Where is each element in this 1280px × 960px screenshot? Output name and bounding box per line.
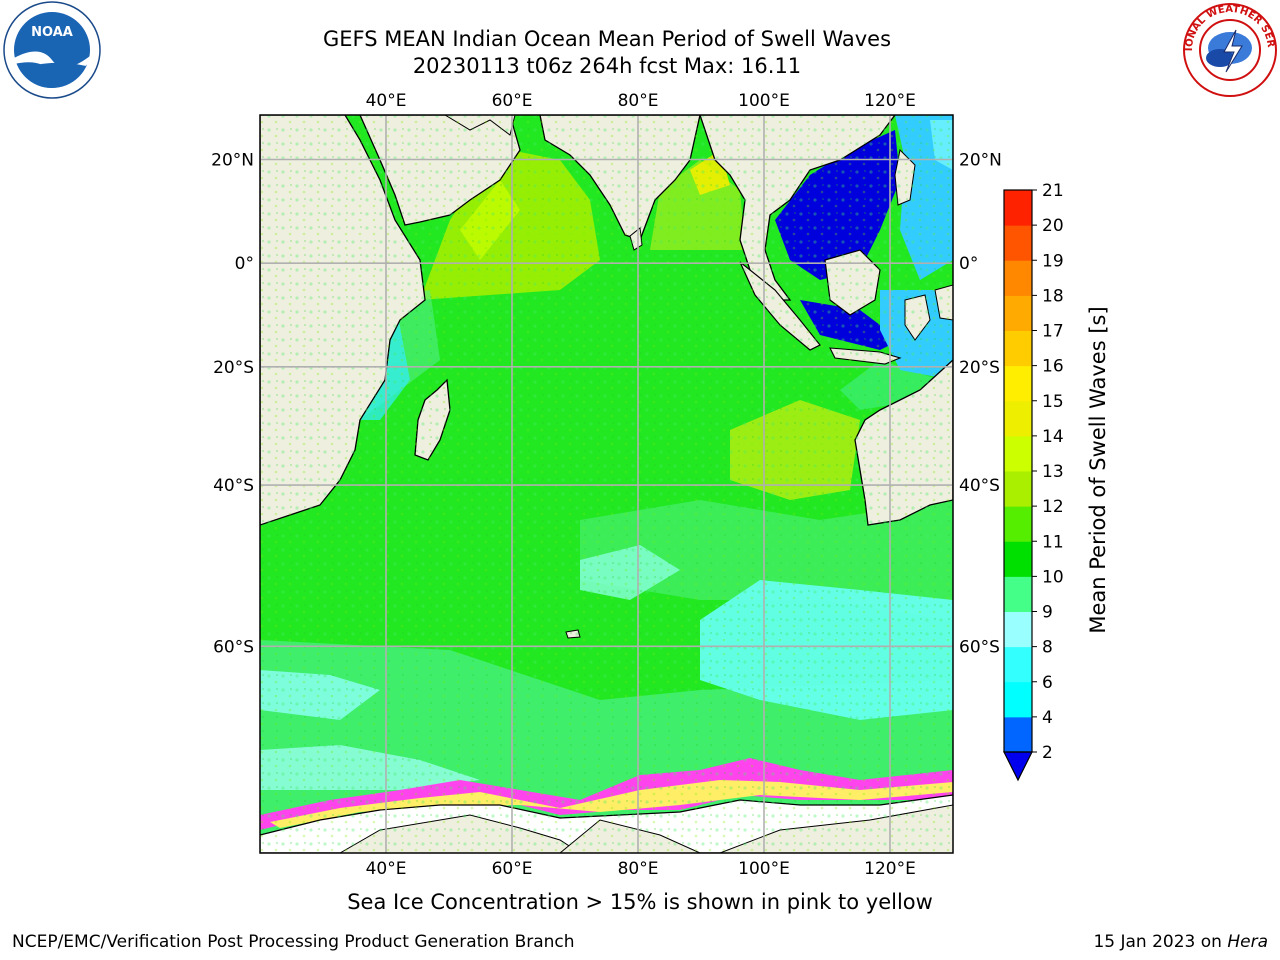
- colorbar-tick-label: 2: [1042, 743, 1053, 763]
- colorbar-segment: [1004, 330, 1032, 367]
- lon-tick-label-bottom: 60°E: [492, 859, 533, 879]
- lat-tick-label-left: 60°S: [213, 637, 254, 657]
- lon-tick-label-top: 80°E: [618, 91, 659, 111]
- colorbar-segment: [1004, 681, 1032, 718]
- footer-date-text: 15 Jan 2023 on: [1093, 932, 1222, 952]
- colorbar-segment: [1004, 365, 1032, 402]
- colorbar-tick-label: 19: [1042, 251, 1064, 271]
- colorbar-tick-label: 14: [1042, 427, 1064, 447]
- colorbar-segment: [1004, 400, 1032, 437]
- lon-tick-label-bottom: 100°E: [738, 859, 790, 879]
- colorbar-tick-label: 9: [1042, 603, 1053, 623]
- colorbar-tick-label: 10: [1042, 567, 1064, 587]
- colorbar-extend-min: [1003, 751, 1033, 782]
- lat-tick-label-right: 0°: [959, 254, 978, 274]
- sea-ice-caption: Sea Ice Concentration > 15% is shown in …: [347, 890, 933, 914]
- colorbar-tick-label: 8: [1042, 638, 1053, 658]
- colorbar-segment: [1004, 611, 1032, 648]
- colorbar-tick-label: 13: [1042, 462, 1064, 482]
- colorbar-segment: [1004, 716, 1032, 753]
- colorbar-segment: [1004, 646, 1032, 683]
- lat-tick-label-right: 20°N: [959, 151, 1002, 171]
- colorbar-segment: [1004, 506, 1032, 542]
- colorbar-segment: [1004, 295, 1032, 331]
- colorbar-tick-label: 16: [1042, 357, 1064, 377]
- lon-tick-label-top: 40°E: [366, 91, 407, 111]
- map-title: GEFS MEAN Indian Ocean Mean Period of Sw…: [322, 27, 892, 51]
- noaa-logo-icon: NOAA: [3, 1, 101, 99]
- lon-tick-label-bottom: 80°E: [618, 859, 659, 879]
- lat-tick-label-left: 40°S: [213, 476, 254, 496]
- colorbar-tick-label: 17: [1042, 322, 1064, 342]
- colorbar-tick-label: 15: [1042, 392, 1064, 412]
- lon-tick-label-top: 100°E: [738, 91, 790, 111]
- colorbar-segment: [1004, 576, 1032, 612]
- colorbar-segment: [1004, 541, 1032, 577]
- lat-tick-label-right: 20°S: [959, 358, 1000, 378]
- svg-text:Mean Period of Swell Waves [s]: Mean Period of Swell Waves [s]: [1086, 306, 1110, 633]
- colorbar-segment: [1004, 435, 1032, 472]
- lat-tick-label-left: 20°N: [211, 151, 254, 171]
- colorbar-segment: [1004, 190, 1032, 226]
- svg-text:NOAA: NOAA: [31, 25, 73, 40]
- colorbar-segment: [1004, 471, 1032, 507]
- lat-tick-label-right: 40°S: [959, 476, 1000, 496]
- colorbar-tick-label: 21: [1042, 181, 1064, 201]
- map-subtitle: 20230113 t06z 264h fcst Max: 16.11: [412, 54, 802, 78]
- lat-tick-label-left: 0°: [235, 254, 254, 274]
- colorbar-tick-label: 18: [1042, 286, 1064, 306]
- colorbar-tick-label: 4: [1042, 708, 1053, 728]
- colorbar-tick-label: 6: [1042, 673, 1053, 693]
- lon-tick-label-top: 120°E: [864, 91, 916, 111]
- footer-machine: Hera: [1227, 932, 1268, 952]
- lat-tick-label-left: 20°S: [213, 358, 254, 378]
- nws-logo-icon: NATIONAL WEATHER SERVICE: [1180, 0, 1277, 97]
- colorbar-label: Mean Period of Swell Waves [s]: [1086, 306, 1110, 633]
- colorbar-tick-label: 11: [1042, 532, 1064, 552]
- colorbar-tick-label: 12: [1042, 497, 1064, 517]
- footer-producer: NCEP/EMC/Verification Post Processing Pr…: [12, 932, 575, 952]
- colorbar-segment: [1004, 225, 1032, 261]
- lon-tick-label-bottom: 40°E: [366, 859, 407, 879]
- colorbar-tick-label: 20: [1042, 216, 1064, 236]
- map-frame: [259, 114, 954, 854]
- footer-date: 15 Jan 2023 on Hera: [1093, 932, 1268, 952]
- map-gridlines: [260, 115, 953, 853]
- colorbar: 2 4 6 8 9 10 11 12 13 14 15 16 17 18 19 20 21: [1003, 181, 1064, 782]
- lat-tick-label-right: 60°S: [959, 637, 1000, 657]
- lon-tick-label-top: 60°E: [492, 91, 533, 111]
- colorbar-segment: [1004, 260, 1032, 296]
- map-tick-labels: 40°E 40°E 60°E 60°E 80°E 80°E 100°E 100°E 120°E 1…: [211, 91, 1002, 879]
- lon-tick-label-bottom: 120°E: [864, 859, 916, 879]
- land-kerguelen: [565, 629, 581, 639]
